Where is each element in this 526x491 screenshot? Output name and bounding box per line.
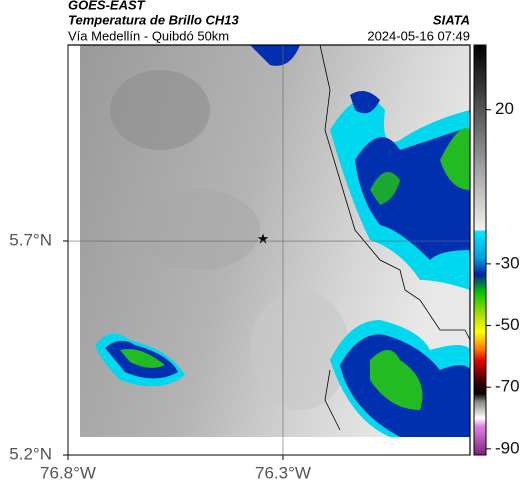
- x-tick-label: 76.3°W: [255, 463, 311, 482]
- colorbar-tick-label: -70: [495, 377, 520, 396]
- location-marker: ★: [257, 231, 270, 247]
- y-tick-label: 5.7°N: [9, 230, 52, 249]
- colorbar-tick-label: -30: [495, 253, 520, 272]
- colorbar-tick-label: -90: [495, 438, 520, 457]
- imagery: [68, 45, 470, 455]
- x-tick-label: 76.8°W: [40, 463, 96, 482]
- colorbar-tick-label: 20: [495, 99, 514, 118]
- subtitle: Temperatura de Brillo CH13: [68, 12, 240, 27]
- colorbar: [473, 44, 487, 456]
- source: SIATA: [433, 12, 470, 27]
- y-tick-label: 5.2°N: [9, 444, 52, 463]
- datetime: 2024-05-16 07:49: [367, 28, 470, 43]
- colorbar-tick-label: -50: [495, 315, 520, 334]
- title: GOES-EAST: [68, 0, 146, 12]
- place: Vía Medellín - Quibdó 50km: [68, 28, 229, 43]
